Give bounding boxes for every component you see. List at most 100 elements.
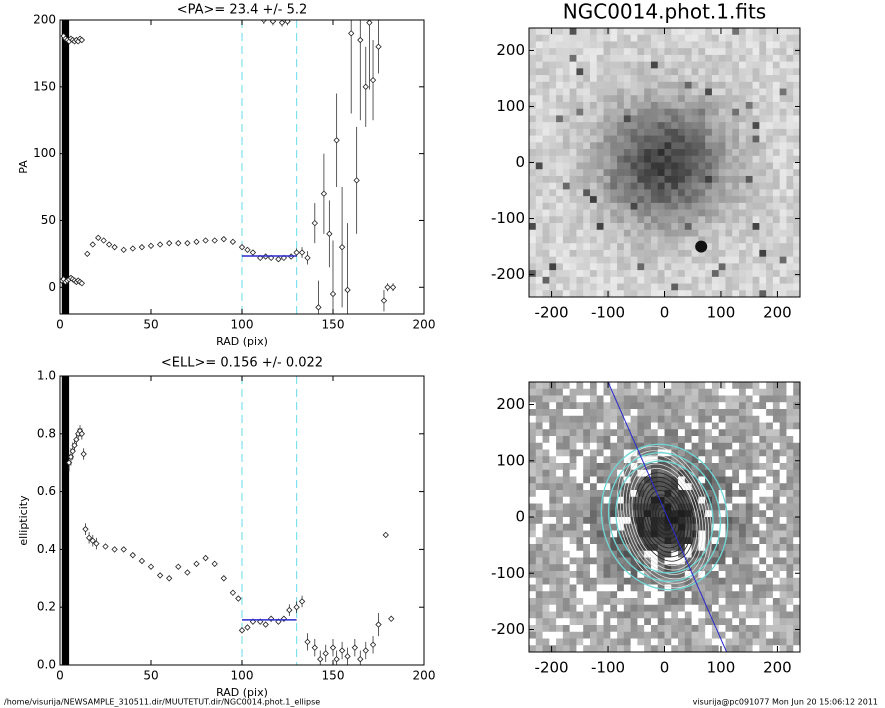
pixel [739,557,747,565]
pixel [576,537,584,545]
pixel [589,243,598,251]
point [329,290,337,298]
pixel [752,618,760,626]
pixel [657,436,665,444]
point [293,249,300,256]
pixel [630,175,638,184]
pixel [562,638,571,646]
pixel [596,162,604,170]
pixel [549,631,557,639]
pixel [589,604,598,612]
pixel [589,483,598,491]
pixel [752,442,760,450]
pixel [793,223,800,231]
pixel [664,429,672,437]
pixel [542,496,550,504]
pixel [569,75,577,83]
pixel [603,631,611,639]
pixel [684,108,692,116]
pixel [610,149,618,157]
pixel [583,503,591,511]
pixel [556,290,564,297]
pixel [535,256,543,264]
pixel [542,249,550,258]
pixel [745,48,753,56]
pixel [556,256,564,264]
pixel [678,388,686,396]
pixel [657,571,665,579]
pixel [596,276,604,284]
pixel [576,476,584,484]
pixel [766,54,774,63]
pixel [779,625,787,633]
pixel [630,223,638,231]
pixel [786,149,794,157]
pixel [718,223,726,231]
pixel [644,456,652,464]
pixel [739,95,747,103]
pixel [589,149,598,157]
pixel [739,175,747,184]
pixel [678,243,686,251]
pixel [793,283,800,291]
pixel [529,503,537,511]
pixel [644,54,652,63]
pixel [732,422,740,430]
pixel [678,209,686,217]
pixel [739,625,747,633]
pixel [759,537,767,545]
pixel [793,276,800,284]
pixel [698,142,706,150]
pixel [583,81,591,89]
pixel [562,591,571,599]
pixel [698,290,706,297]
pixel [752,48,760,56]
pixel [725,631,733,639]
pixel [610,409,618,417]
pixel [739,68,747,76]
pixel [766,81,774,89]
pixel [711,449,720,457]
pixel [786,395,794,403]
pixel [637,48,645,56]
pixel [535,54,543,63]
pixel [644,449,652,457]
pixel [535,155,543,163]
contour [631,467,698,567]
pixel [725,34,733,42]
pixel [562,61,571,69]
pixel [610,54,618,63]
pixel [630,483,638,491]
pixel [569,388,577,396]
pixel [786,75,794,83]
pixel [623,463,632,471]
pixel [684,409,692,417]
pixel [684,270,692,278]
pixel [596,209,604,217]
pixel [529,584,537,592]
pixel [637,216,645,224]
pixel [779,108,787,116]
pixel [745,449,753,457]
pixel [793,598,800,606]
pixel [650,169,659,177]
pixel [772,122,781,130]
pixel [671,598,679,606]
pixel [786,631,794,639]
contour [640,481,689,553]
pixel [549,270,557,278]
pixel [779,34,787,42]
pixel [752,483,760,491]
pixel [569,81,577,89]
pixel [603,263,611,271]
pixel [671,162,679,170]
pixel [759,162,767,170]
pixel [752,638,760,646]
pixel [562,202,571,210]
pixel [589,537,598,545]
pixel [583,122,591,130]
pixel [718,591,726,599]
pixel [718,229,726,237]
x-tick-label: 100 [231,318,254,332]
